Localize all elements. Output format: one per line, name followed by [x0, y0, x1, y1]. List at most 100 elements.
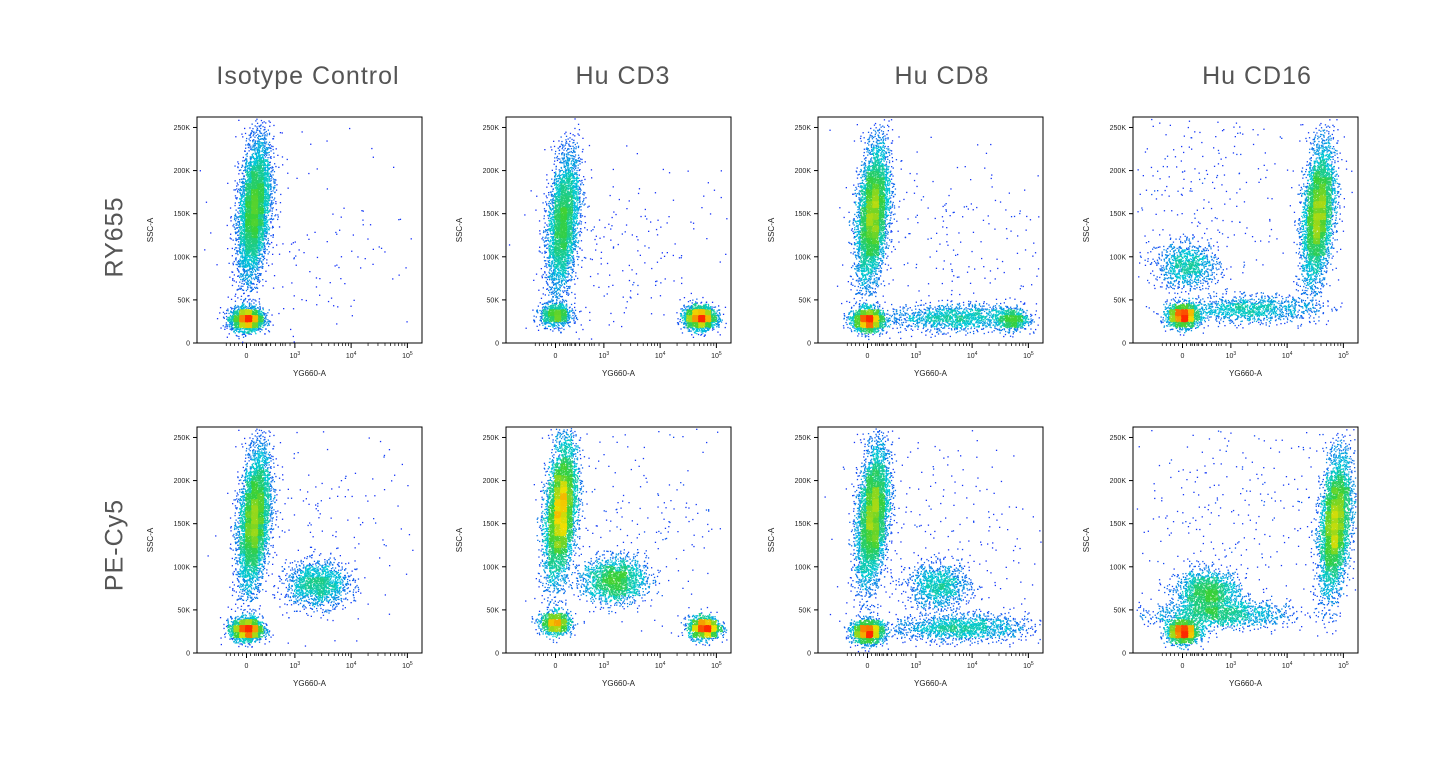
event-dot	[270, 162, 271, 163]
event-dot	[275, 179, 276, 180]
event-dot	[276, 184, 277, 185]
event-dot	[294, 257, 295, 258]
event-dot	[265, 134, 266, 135]
event-dot	[278, 313, 279, 314]
event-dot	[237, 250, 238, 251]
event-dot	[252, 140, 253, 141]
event-dot	[271, 191, 272, 192]
event-dot	[330, 282, 331, 283]
event-dot	[278, 216, 279, 217]
event-dot	[336, 323, 337, 324]
event-dot	[282, 286, 283, 287]
event-dot	[227, 309, 228, 310]
event-dot	[235, 197, 236, 198]
event-dot	[250, 291, 251, 292]
event-dot	[260, 128, 261, 129]
event-dot	[242, 160, 243, 161]
event-dot	[280, 194, 281, 195]
event-dot	[270, 321, 271, 322]
event-dot	[273, 247, 274, 248]
event-dot	[271, 204, 272, 205]
event-dot	[316, 286, 317, 287]
event-dot	[262, 279, 263, 280]
event-dot	[367, 238, 368, 239]
event-dot	[333, 305, 334, 306]
event-dot	[272, 213, 273, 214]
event-dot	[245, 144, 246, 145]
event-dot	[248, 143, 249, 144]
event-dot	[235, 238, 236, 239]
event-dot	[236, 210, 237, 211]
event-dot	[246, 290, 247, 291]
event-dot	[236, 188, 237, 189]
event-dot	[228, 297, 229, 298]
event-dot	[241, 296, 242, 297]
event-dot	[265, 248, 266, 249]
event-dot	[245, 148, 246, 149]
event-dot	[238, 271, 239, 272]
event-dot	[406, 321, 407, 322]
event-dot	[262, 126, 263, 127]
event-dot	[344, 283, 345, 284]
event-dot	[252, 124, 253, 125]
event-dot	[316, 277, 317, 278]
event-dot	[258, 277, 259, 278]
event-dot	[379, 246, 380, 247]
event-dot	[270, 235, 271, 236]
event-dot	[341, 217, 342, 218]
event-dot	[238, 231, 239, 232]
event-dot	[249, 145, 250, 146]
event-dot	[271, 180, 272, 181]
event-dot	[273, 234, 274, 235]
event-dot	[257, 273, 258, 274]
event-dot	[232, 248, 233, 249]
event-dot	[273, 181, 274, 182]
event-dot	[244, 293, 245, 294]
event-dot	[270, 150, 271, 151]
event-dot	[248, 295, 249, 296]
event-dot	[282, 132, 283, 133]
event-dot	[288, 188, 289, 189]
event-dot	[295, 255, 296, 256]
event-dot	[226, 310, 227, 311]
event-dot	[248, 299, 249, 300]
event-dot	[265, 313, 266, 314]
event-dot	[259, 281, 260, 282]
event-dot	[229, 277, 230, 278]
event-dot	[327, 188, 328, 189]
event-dot	[263, 129, 264, 130]
event-dot	[249, 150, 250, 151]
event-dot	[259, 282, 260, 283]
event-dot	[293, 336, 294, 337]
event-dot	[307, 234, 308, 235]
plot-frame	[197, 117, 422, 343]
event-dot	[264, 253, 265, 254]
event-dot	[261, 120, 262, 121]
event-dot	[269, 134, 270, 135]
event-dot	[393, 167, 394, 168]
event-dot	[227, 337, 228, 338]
event-dot	[275, 201, 276, 202]
event-dot	[234, 229, 235, 230]
event-dot	[241, 134, 242, 135]
event-dot	[272, 263, 273, 264]
event-dot	[273, 202, 274, 203]
event-dot	[234, 227, 235, 228]
event-dot	[256, 284, 257, 285]
event-dot	[235, 189, 236, 190]
event-dot	[296, 178, 297, 179]
event-dot	[234, 165, 235, 166]
event-dot	[257, 130, 258, 131]
event-dot	[316, 304, 317, 305]
event-dot	[272, 227, 273, 228]
event-dot	[226, 324, 227, 325]
event-dot	[349, 128, 350, 129]
event-dot	[296, 265, 297, 266]
event-dot	[275, 203, 276, 204]
event-dot	[237, 211, 238, 212]
event-dot	[230, 217, 231, 218]
event-dot	[373, 157, 374, 158]
event-dot	[242, 342, 243, 343]
event-dot	[267, 133, 268, 134]
event-dot	[357, 256, 358, 257]
